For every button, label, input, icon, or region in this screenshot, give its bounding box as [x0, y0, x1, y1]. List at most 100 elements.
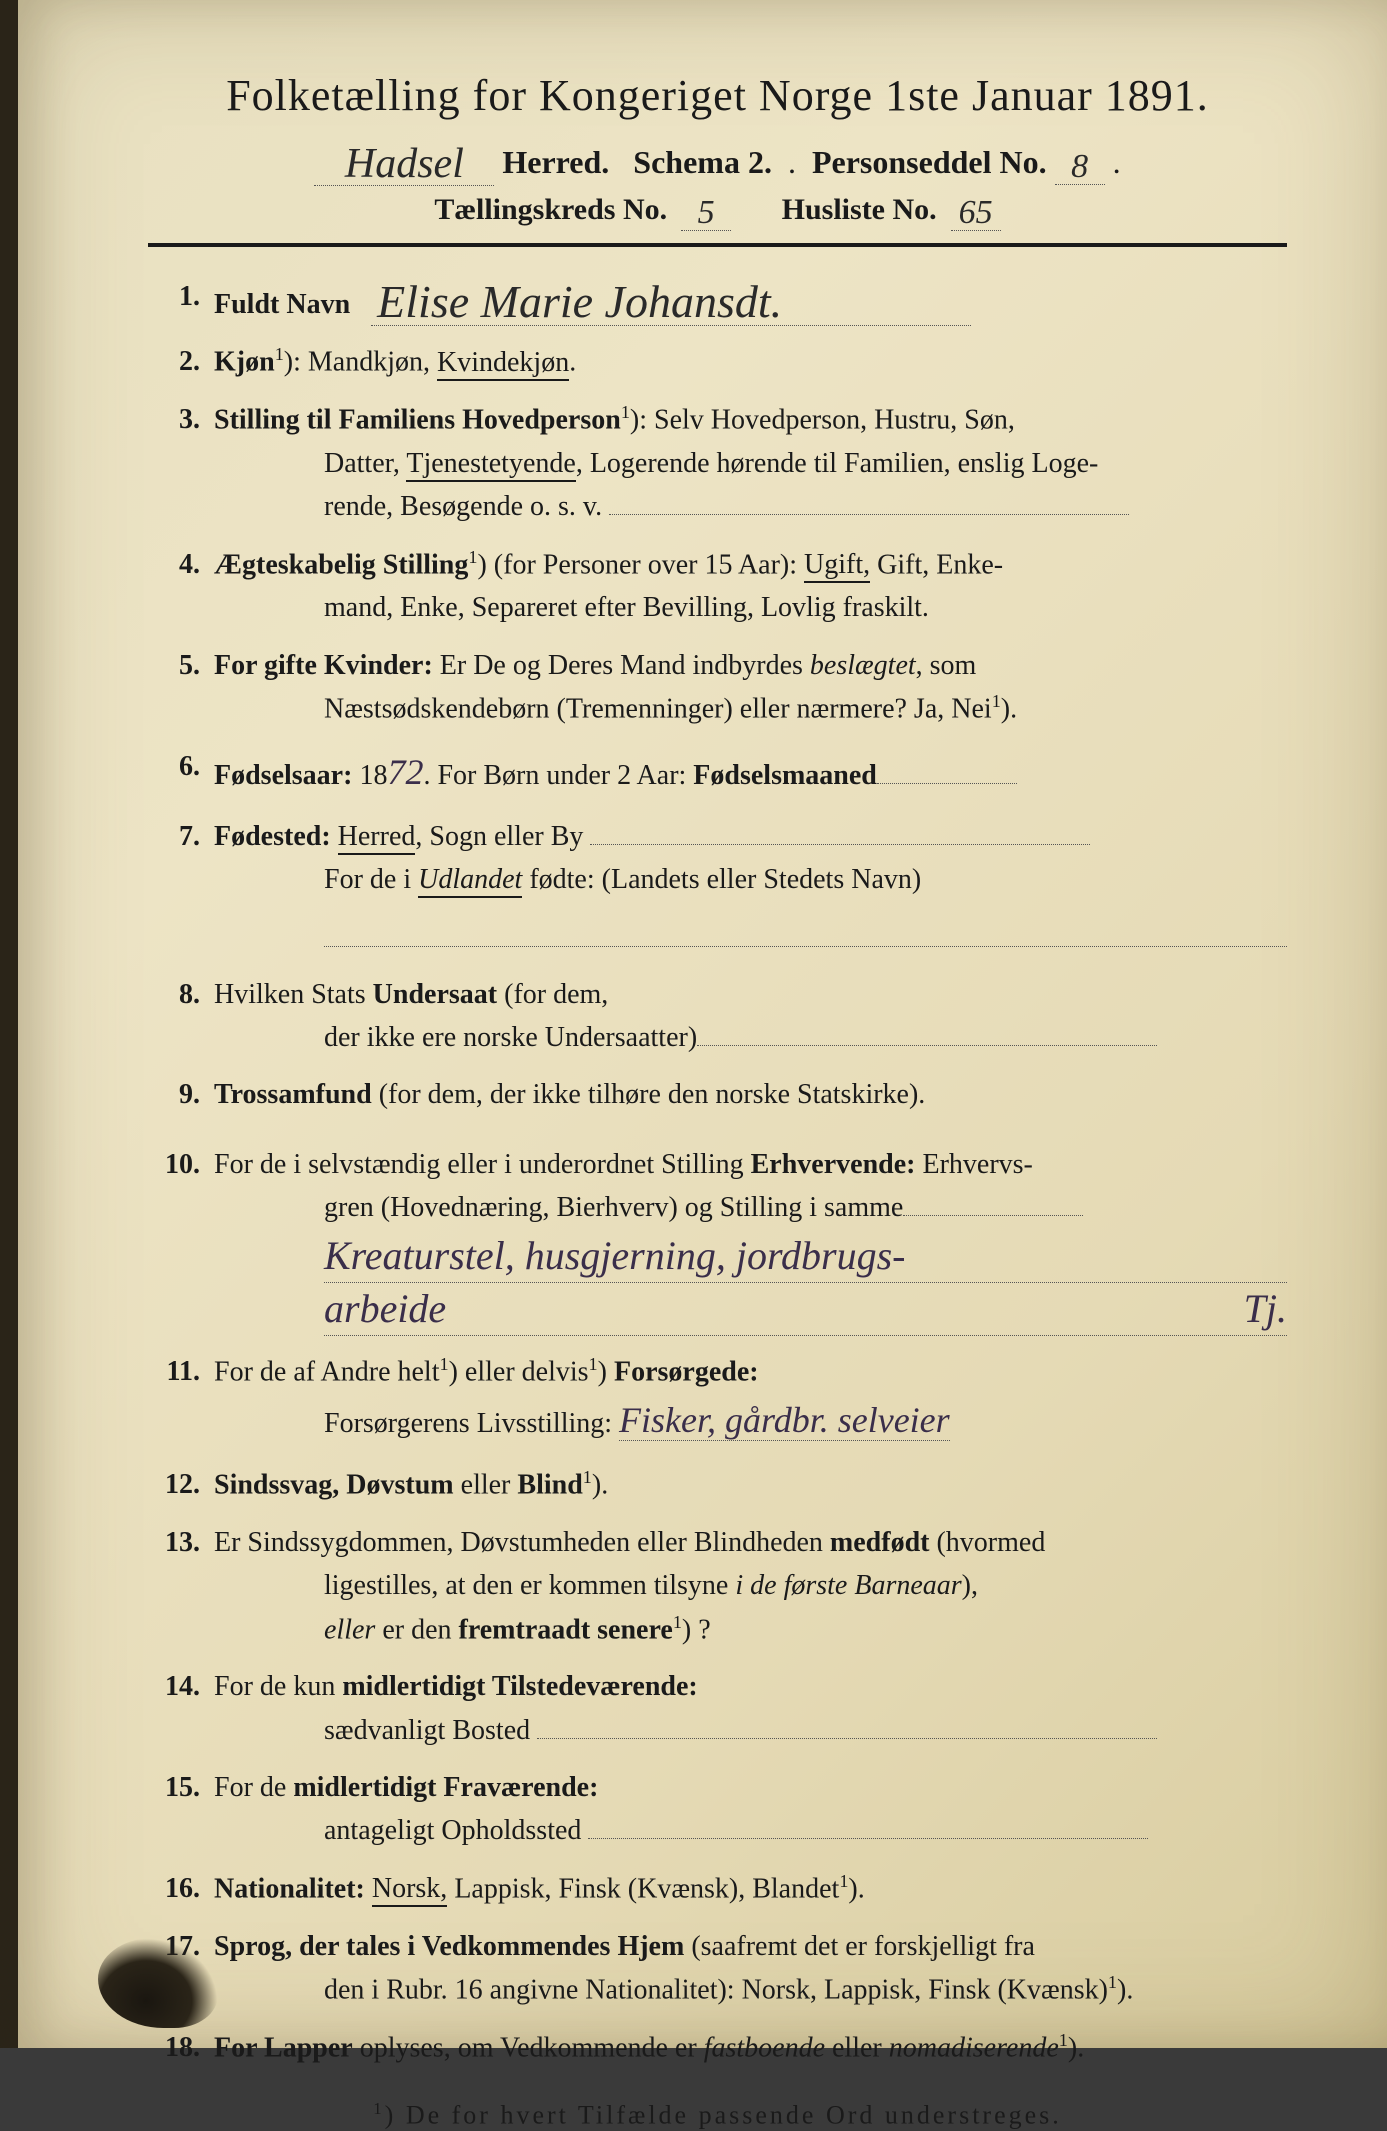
text: eller	[454, 1469, 518, 1500]
label: medfødt	[830, 1527, 930, 1558]
label: Fuldt Navn	[214, 289, 350, 320]
item-12: 12. Sindssvag, Døvstum eller Blind1).	[158, 1463, 1287, 1507]
label: midlertidigt Tilstedeværende:	[342, 1671, 697, 1702]
italic-text: i de første Barneaar	[735, 1570, 961, 1601]
label: Stilling til Familiens Hovedperson	[214, 404, 621, 435]
cont-line: der ikke ere norske Undersaatter)	[214, 1016, 1287, 1059]
dotted-fill	[588, 1811, 1148, 1839]
dotted-fill	[537, 1711, 1157, 1739]
item-body: Nationalitet: Norsk, Lappisk, Finsk (Kvæ…	[214, 1867, 1287, 1911]
text: Forsørgerens Livsstilling:	[324, 1408, 612, 1439]
label: Sindssvag, Døvstum	[214, 1469, 454, 1500]
item-num: 9.	[158, 1073, 214, 1116]
item-body: For de midlertidigt Fraværende: antageli…	[214, 1766, 1287, 1853]
label: midlertidigt Fraværende:	[293, 1772, 598, 1803]
cont-line: ligestilles, at den er kommen tilsyne i …	[214, 1564, 1287, 1607]
text: Næstsødskendebørn (Tremenninger) eller n…	[324, 693, 992, 724]
occupation-handwritten-1: Kreaturstel, husgjerning, jordbrugs-	[324, 1230, 1287, 1283]
underlined-option: Kvindekjøn	[437, 347, 569, 381]
text: ).	[1001, 693, 1017, 724]
text: (saafremt det er forskjelligt fra	[684, 1931, 1035, 1962]
item-17: 17. Sprog, der tales i Vedkommendes Hjem…	[158, 1925, 1287, 2012]
occupation-handwritten-2: arbeideTj.	[324, 1283, 1287, 1336]
label: Blind	[517, 1469, 582, 1500]
cont-line: antageligt Opholdssted	[214, 1809, 1287, 1852]
dotted-fill	[697, 1018, 1157, 1046]
text: ),	[962, 1570, 978, 1601]
text: (for dem,	[497, 979, 608, 1010]
sup: 1	[673, 1612, 682, 1632]
item-body: Fødested: Herred, Sogn eller By For de i…	[214, 815, 1287, 947]
text: Er Sindssygdommen, Døvstumheden eller Bl…	[214, 1527, 830, 1558]
text: der ikke ere norske Undersaatter)	[324, 1022, 697, 1053]
footnote-text: ) De for hvert Tilfælde passende Ord und…	[385, 2101, 1062, 2130]
personseddel-no: 8	[1055, 150, 1105, 185]
cont-line: den i Rubr. 16 angivne Nationalitet): No…	[214, 1968, 1287, 2012]
item-num: 1.	[158, 275, 214, 318]
item-num: 18.	[158, 2026, 214, 2069]
provider-handwritten: Fisker, gårdbr. selveier	[619, 1400, 950, 1441]
item-body: Hvilken Stats Undersaat (for dem, der ik…	[214, 973, 1287, 1060]
item-body: Kjøn1): Mandkjøn, Kvindekjøn.	[214, 340, 1287, 384]
herred-handwritten: Hadsel	[314, 143, 494, 186]
item-13: 13. Er Sindssygdommen, Døvstumheden elle…	[158, 1521, 1287, 1652]
item-num: 16.	[158, 1867, 214, 1910]
item-2: 2. Kjøn1): Mandkjøn, Kvindekjøn.	[158, 340, 1287, 384]
item-1: 1. Fuldt Navn Elise Marie Johansdt.	[158, 275, 1287, 326]
item-body: Stilling til Familiens Hovedperson1): Se…	[214, 398, 1287, 529]
herred-label: Herred.	[502, 144, 609, 181]
label: Fødselsmaaned	[693, 760, 877, 791]
form-title: Folketælling for Kongeriget Norge 1ste J…	[148, 70, 1287, 121]
cont-line: For de i Udlandet fødte: (Landets eller …	[214, 858, 1287, 901]
dotted-fill	[324, 907, 1287, 946]
item-body: Ægteskabelig Stilling1) (for Personer ov…	[214, 543, 1287, 630]
item-3: 3. Stilling til Familiens Hovedperson1):…	[158, 398, 1287, 529]
dotted-fill	[609, 487, 1129, 515]
text: ).	[1117, 1974, 1133, 2005]
text: , Logerende hørende til Familien, enslig…	[576, 448, 1099, 479]
item-body: For de i selvstændig eller i underordnet…	[214, 1143, 1287, 1336]
underlined-option: Tjenestetyende	[406, 448, 575, 482]
item-num: 10.	[158, 1143, 214, 1186]
item-10: 10. For de i selvstændig eller i underor…	[158, 1143, 1287, 1336]
item-14: 14. For de kun midlertidigt Tilstedevære…	[158, 1665, 1287, 1752]
label: Nationalitet:	[214, 1873, 365, 1904]
ink-stain	[98, 1938, 218, 2028]
item-num: 13.	[158, 1521, 214, 1564]
underlined-option: Herred	[338, 821, 416, 855]
sup: 1	[589, 1354, 598, 1374]
item-body: Er Sindssygdommen, Døvstumheden eller Bl…	[214, 1521, 1287, 1652]
text: fødte: (Landets eller Stedets Navn)	[522, 864, 921, 895]
text: Er De og Deres Mand indbyrdes	[433, 650, 810, 681]
text: rende, Besøgende o. s. v.	[324, 491, 602, 522]
text: Hvilken Stats	[214, 979, 373, 1010]
text: (hvormed	[929, 1527, 1045, 1558]
text: , Sogn eller By	[415, 821, 583, 852]
schema-label: Schema 2.	[633, 144, 772, 181]
text: ) (for Personer over 15 Aar):	[477, 549, 804, 580]
text: .	[569, 347, 576, 378]
cont-line: Datter, Tjenestetyende, Logerende hørend…	[214, 442, 1287, 485]
label: Fødselsaar:	[214, 760, 352, 791]
cont-line: eller er den fremtraadt senere1) ?	[214, 1608, 1287, 1652]
text: (for dem, der ikke tilhøre den norske St…	[372, 1079, 926, 1110]
label: Undersaat	[373, 979, 497, 1010]
dotted-fill	[877, 756, 1017, 784]
italic-text: eller	[324, 1614, 375, 1645]
form-items: 1. Fuldt Navn Elise Marie Johansdt. 2. K…	[148, 275, 1287, 2069]
census-form-page: Folketælling for Kongeriget Norge 1ste J…	[0, 0, 1387, 2048]
taellingskreds-no: 5	[681, 196, 731, 231]
header-row-1: Hadsel Herred. Schema 2. . Personseddel …	[148, 139, 1287, 182]
label: For gifte Kvinder:	[214, 650, 433, 681]
italic-text: Udlandet	[418, 864, 522, 898]
text: ) eller delvis	[449, 1356, 589, 1387]
item-5: 5. For gifte Kvinder: Er De og Deres Man…	[158, 644, 1287, 731]
label: Erhvervende:	[751, 1149, 916, 1180]
footnote: 1) De for hvert Tilfælde passende Ord un…	[148, 2099, 1287, 2131]
sup: 1	[1059, 2030, 1068, 2050]
text: ) ?	[682, 1614, 711, 1645]
item-body: Fødselsaar: 1872. For Børn under 2 Aar: …	[214, 745, 1287, 801]
text: ): Mandkjøn,	[284, 347, 437, 378]
dotted-fill	[590, 817, 1090, 845]
text: gren (Hovednæring, Bierhverv) og Stillin…	[324, 1192, 903, 1223]
